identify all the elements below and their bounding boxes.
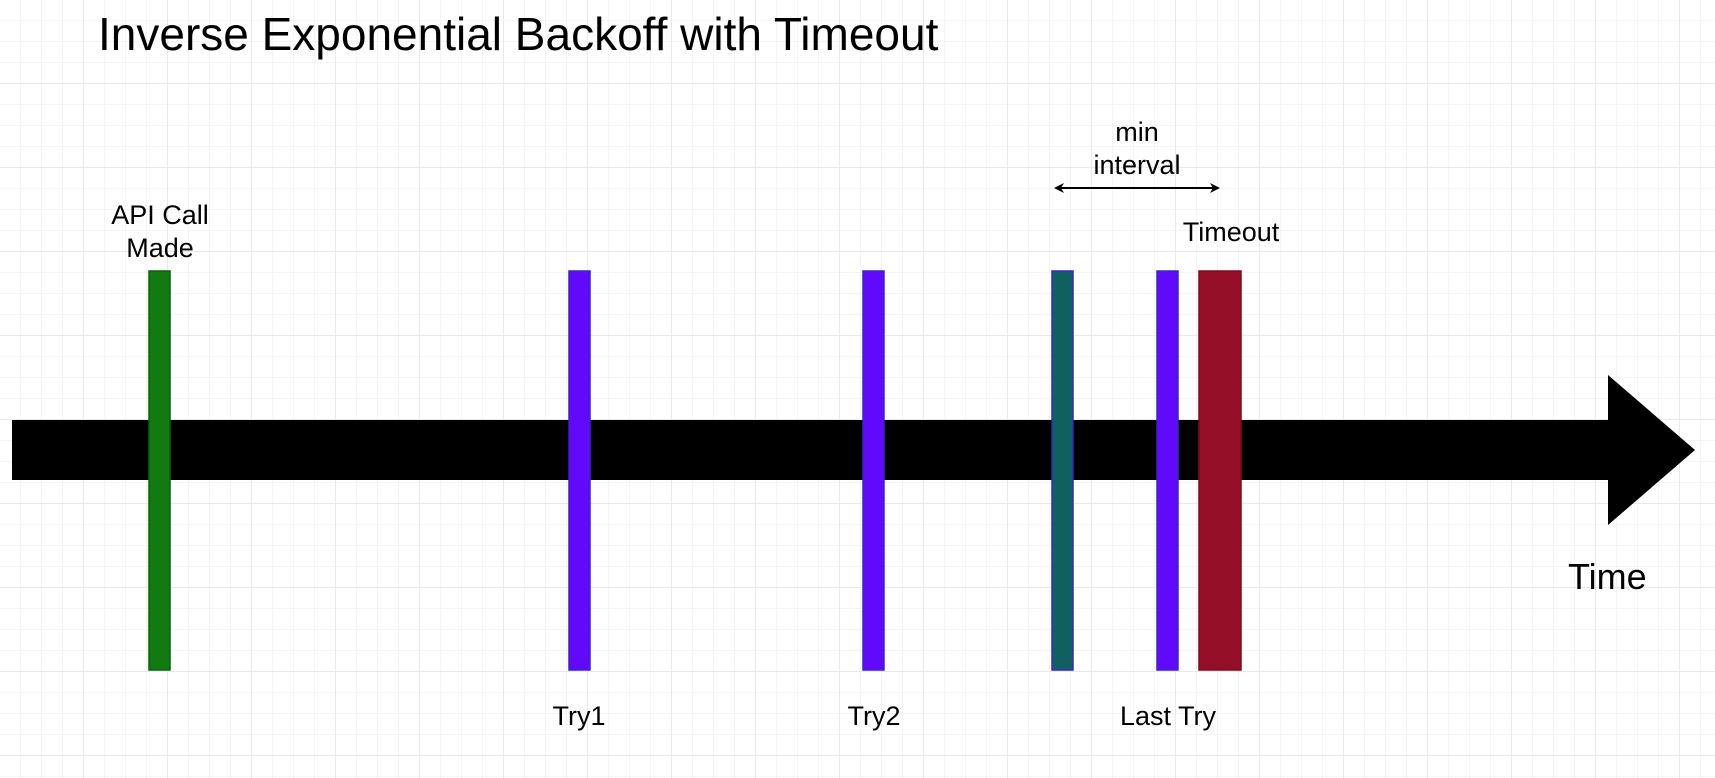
api-call-label: API Call Made (111, 200, 209, 263)
time-axis-label: Time (1568, 556, 1647, 597)
diagram-title: Inverse Exponential Backoff with Timeout (98, 8, 939, 60)
try2-bar (862, 270, 885, 671)
min-interval-label: min interval (1093, 117, 1181, 180)
try1-bar (568, 270, 591, 671)
try1-label: Try1 (552, 701, 606, 731)
last-try-bar (1156, 270, 1179, 671)
min-interval-start-bar (1051, 270, 1074, 671)
try2-label: Try2 (847, 701, 901, 731)
api-call-bar (148, 270, 171, 671)
timeout-bar (1198, 270, 1242, 671)
last-try-label: Last Try (1119, 701, 1217, 731)
time-axis-arrow (12, 375, 1695, 525)
timeout-label: Timeout (1182, 217, 1280, 247)
